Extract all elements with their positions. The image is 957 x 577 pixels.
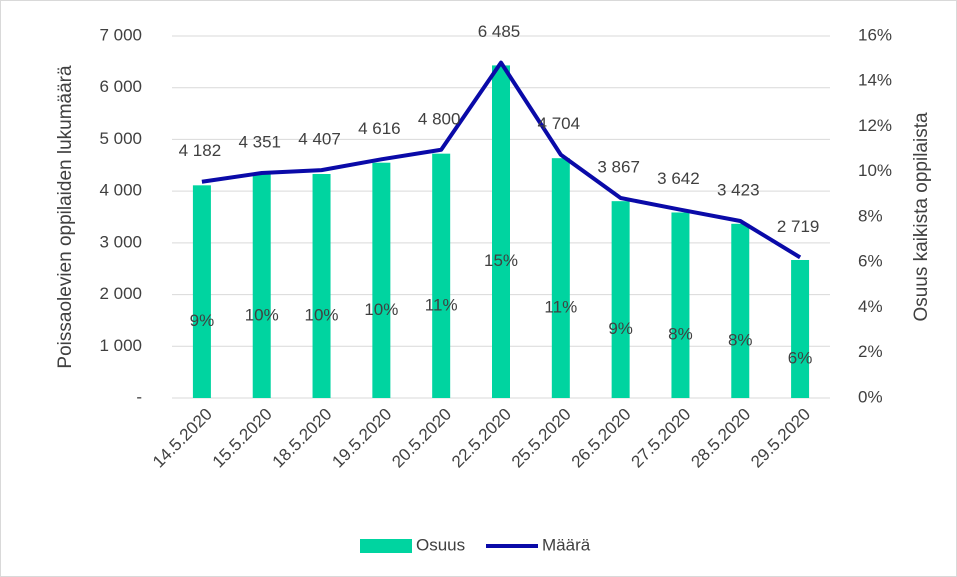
y-tick-label: 3 000 [99, 232, 142, 251]
y-axis-title: Poissaolevien oppilaiden lukumäärä [55, 65, 76, 369]
line-value-label: 3 867 [597, 158, 640, 177]
bar [551, 158, 570, 398]
y-tick-label: 4 000 [99, 181, 142, 200]
y2-tick-label: 12% [858, 116, 892, 135]
bar-value-label: 10% [305, 305, 339, 324]
bar-value-label: 15% [484, 251, 518, 270]
y2-tick-label: 10% [858, 161, 892, 180]
line-value-label: 4 616 [358, 119, 401, 138]
bar-value-label: 11% [544, 298, 577, 317]
y2-tick-label: 8% [858, 206, 883, 225]
bar [731, 223, 750, 398]
bar-value-label: 8% [668, 325, 693, 344]
y-tick-label: 5 000 [99, 129, 142, 148]
bar [372, 162, 391, 398]
line-value-label: 4 351 [238, 132, 281, 151]
line-value-label: 4 407 [298, 130, 341, 149]
line-value-label: 6 485 [478, 22, 521, 41]
y-tick-label: 1 000 [99, 336, 142, 355]
line-value-label: 3 423 [717, 180, 760, 199]
bar [791, 259, 810, 398]
bar [312, 174, 331, 398]
line-value-label: 4 182 [179, 141, 222, 160]
bar-value-label: 6% [788, 348, 813, 367]
line [201, 60, 802, 260]
bar-value-label: 10% [364, 300, 398, 319]
bar-value-label: 10% [245, 305, 279, 324]
y2-axis-title: Osuus kaikista oppilaista [911, 112, 932, 322]
y2-tick-label: 4% [858, 297, 883, 316]
bar-value-label: 8% [728, 330, 753, 349]
bar-value-label: 11% [425, 295, 458, 314]
y2-tick-label: 2% [858, 342, 883, 361]
bar [671, 212, 690, 398]
line-value-label: 4 800 [418, 109, 461, 128]
bar [252, 174, 271, 398]
legend-label: Määrä [542, 535, 591, 554]
line-value-label: 4 704 [538, 114, 581, 133]
y-tick-label: 7 000 [99, 25, 142, 44]
bar [492, 65, 510, 398]
y2-tick-label: 14% [858, 71, 892, 90]
line-value-label: 3 642 [657, 169, 700, 188]
y-tick-label: - [136, 387, 142, 406]
y2-tick-label: 6% [858, 252, 883, 271]
bar-value-label: 9% [190, 311, 215, 330]
y2-tick-label: 16% [858, 25, 892, 44]
bar-value-label: 9% [608, 319, 633, 338]
y2-tick-label: 0% [858, 387, 883, 406]
y-tick-label: 2 000 [99, 284, 142, 303]
line-value-label: 2 719 [777, 217, 820, 236]
bar [611, 201, 630, 398]
legend-swatch [360, 539, 412, 553]
legend-label: Osuus [416, 535, 465, 554]
bar [432, 153, 451, 398]
bar [192, 185, 211, 398]
y-tick-label: 6 000 [99, 77, 142, 96]
